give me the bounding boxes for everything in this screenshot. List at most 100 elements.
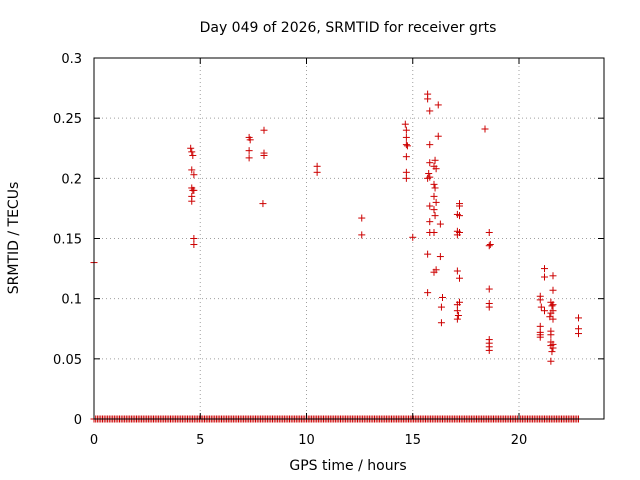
y-axis-title: SRMTID / TECUs [6, 182, 22, 295]
y-tick-label: 0.3 [61, 52, 82, 67]
data-point [424, 250, 432, 258]
data-point [426, 218, 434, 226]
data-point [436, 253, 444, 261]
y-tick-label: 0.1 [61, 293, 82, 308]
data-point [259, 200, 267, 208]
y-tick-label: 0 [74, 413, 82, 428]
data-point [536, 296, 544, 304]
data-point [426, 202, 434, 210]
data-point [190, 186, 198, 194]
x-tick-label: 15 [404, 433, 421, 448]
data-point [245, 147, 253, 155]
x-tick-label: 10 [298, 433, 315, 448]
data-point [313, 168, 321, 176]
data-point [432, 165, 440, 173]
data-point [453, 301, 461, 309]
data-point [485, 242, 493, 250]
data-point [402, 153, 410, 161]
data-point [536, 322, 544, 330]
data-point [485, 228, 493, 236]
y-tick-label: 0.15 [53, 233, 82, 248]
data-point [190, 235, 198, 242]
data-point [402, 174, 410, 182]
data-point [187, 144, 195, 152]
data-point [245, 154, 253, 162]
data-point [456, 212, 463, 220]
data-point [358, 214, 366, 222]
data-point [549, 301, 557, 309]
x-tick-label: 0 [90, 433, 98, 448]
data-point [431, 184, 439, 192]
data-point [425, 170, 433, 178]
data-point [189, 151, 197, 159]
data-point [358, 231, 366, 239]
data-point [547, 357, 555, 365]
data-point [188, 197, 196, 205]
data-point [402, 168, 410, 176]
data-point [434, 101, 442, 109]
data-point [260, 151, 268, 159]
data-point [409, 233, 417, 241]
data-point [549, 344, 557, 352]
data-point [426, 159, 434, 167]
data-point [541, 265, 548, 273]
y-tick-label: 0.05 [53, 353, 82, 368]
data-point [431, 212, 439, 220]
data-point [456, 274, 463, 282]
data-point [426, 107, 434, 115]
data-point [188, 166, 196, 174]
data-point [541, 307, 548, 315]
chart-title: Day 049 of 2026, SRMTID for receiver grt… [200, 20, 497, 36]
data-point [548, 302, 556, 310]
data-point [485, 303, 493, 311]
data-point [485, 285, 493, 293]
data-point [485, 346, 493, 354]
data-point [431, 156, 439, 164]
data-point [430, 192, 438, 200]
data-point [453, 315, 461, 323]
axis-ticks: 0 5 10 15 20 0 0.05 0.1 0.15 0.2 0.25 0.3 [53, 52, 604, 448]
data-point [453, 267, 461, 275]
data-point [402, 141, 410, 149]
data-point [549, 286, 557, 294]
data-point [537, 303, 545, 311]
data-point [481, 125, 489, 133]
data-point [547, 331, 555, 339]
data-point [453, 231, 461, 239]
y-tick-label: 0.2 [61, 172, 82, 187]
data-point [439, 293, 446, 301]
data-point [437, 303, 445, 311]
data-point [541, 273, 548, 281]
data-point [403, 142, 411, 150]
y-tick-label: 0.25 [53, 112, 82, 127]
data-point [424, 95, 432, 103]
data-point [424, 174, 432, 182]
data-point [549, 272, 557, 280]
data-point [486, 241, 494, 249]
data-point [436, 220, 444, 228]
x-tick-label: 5 [196, 433, 204, 448]
data-point [430, 228, 438, 236]
data-point [456, 202, 463, 210]
data-point [434, 132, 442, 140]
x-tick-label: 20 [511, 433, 528, 448]
data-point [313, 162, 321, 170]
grid [94, 58, 604, 419]
data-point [454, 312, 462, 320]
data-point [430, 206, 438, 214]
data-point [549, 307, 557, 315]
data-point [190, 241, 198, 249]
data-point [402, 133, 410, 141]
data-points [90, 90, 582, 423]
data-point [548, 348, 556, 356]
data-point [575, 330, 582, 338]
data-point [432, 198, 440, 206]
data-point [430, 180, 438, 188]
data-point [430, 268, 438, 276]
data-point [246, 136, 254, 144]
data-point [453, 307, 461, 315]
x-axis-title: GPS time / hours [289, 458, 406, 474]
data-point [437, 319, 445, 327]
data-point [426, 141, 434, 149]
